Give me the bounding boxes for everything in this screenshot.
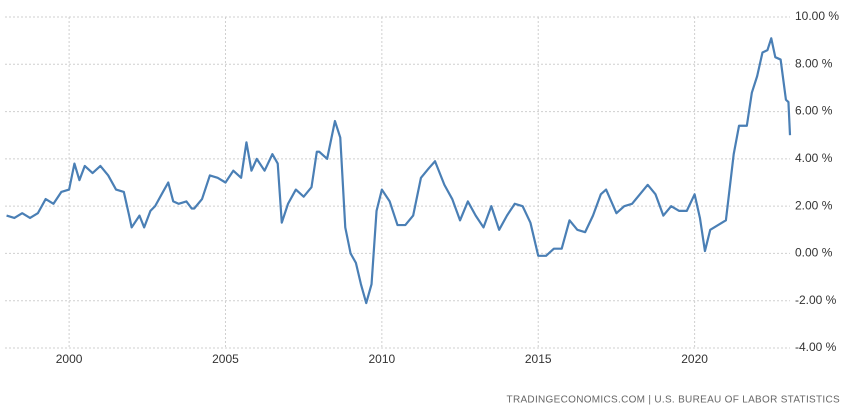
source: TRADINGECONOMICS.COM | U.S. BUREAU OF LA… bbox=[507, 395, 840, 406]
y-tick-label: 8.00 % bbox=[795, 56, 833, 70]
y-tick-label: -2.00 % bbox=[795, 293, 837, 307]
y-tick-label: -4.00 % bbox=[795, 340, 837, 354]
y-tick-label: 6.00 % bbox=[795, 104, 833, 118]
x-tick-label: 2010 bbox=[369, 352, 396, 366]
x-tick-label: 2015 bbox=[525, 352, 552, 366]
y-tick-label: 2.00 % bbox=[795, 198, 833, 212]
x-tick-label: 2020 bbox=[681, 352, 708, 366]
x-tick-label: 2000 bbox=[56, 352, 83, 366]
y-tick-label: 0.00 % bbox=[795, 246, 833, 260]
y-tick-label: 10.00 % bbox=[795, 9, 839, 23]
x-tick-label: 2005 bbox=[212, 352, 239, 366]
y-tick-label: 4.00 % bbox=[795, 151, 833, 165]
line bbox=[6, 37, 792, 305]
